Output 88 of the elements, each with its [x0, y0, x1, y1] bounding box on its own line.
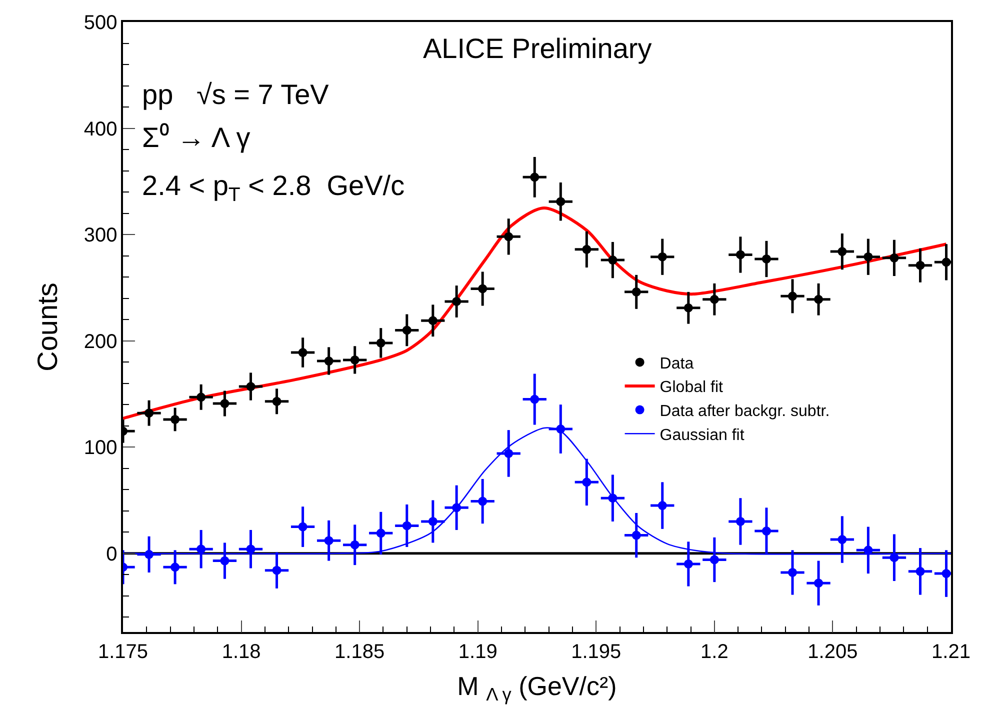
point — [838, 247, 847, 256]
y-tick-label: 500 — [84, 12, 118, 34]
x-tick-label: 1.18 — [222, 640, 261, 663]
point — [196, 392, 206, 402]
point — [428, 316, 438, 326]
x-tick-label: 1.185 — [334, 640, 385, 663]
x-tick-label: 1.175 — [98, 640, 148, 663]
point — [608, 256, 618, 265]
point — [658, 501, 667, 510]
point — [608, 494, 618, 503]
point — [272, 396, 282, 406]
point — [684, 559, 693, 568]
x-tick-label: 1.19 — [458, 640, 498, 663]
y-tick-label: 300 — [84, 224, 118, 247]
point — [530, 394, 540, 404]
point — [324, 356, 334, 366]
x-tick-label: 1.205 — [808, 640, 858, 663]
legend-label: Global fit — [660, 379, 724, 396]
legend-label: Data after backgr. subtr. — [660, 403, 830, 420]
point — [350, 355, 360, 364]
legend-label: Data — [660, 355, 694, 372]
point — [220, 399, 230, 408]
point — [478, 496, 488, 506]
point — [814, 578, 824, 588]
point — [272, 566, 282, 575]
point — [942, 258, 951, 267]
point — [684, 303, 693, 312]
point — [246, 544, 256, 554]
point — [220, 556, 230, 566]
point — [376, 528, 386, 538]
y-axis-title: Counts — [32, 282, 64, 372]
point — [298, 348, 308, 358]
annotation: ALICE Preliminary — [423, 33, 652, 64]
y-tick-label: 200 — [84, 330, 118, 353]
point — [710, 555, 719, 564]
point — [376, 338, 386, 348]
point — [170, 562, 180, 572]
point — [582, 478, 592, 487]
point — [324, 536, 334, 546]
x-tick-label: 1.195 — [571, 640, 622, 663]
point — [298, 522, 308, 532]
point — [402, 521, 412, 530]
point — [170, 414, 180, 424]
annotation: 2.4 < p$_{T}$ < 2.8 GeV/c — [142, 170, 405, 206]
legend-label: Gaussian fit — [660, 426, 745, 444]
line-series — [123, 206, 948, 420]
point — [814, 294, 824, 304]
point — [890, 253, 899, 262]
point — [246, 382, 256, 392]
point — [452, 296, 462, 306]
y-tick-label: 100 — [84, 437, 118, 460]
point — [890, 553, 899, 562]
point — [556, 197, 566, 206]
point — [762, 254, 771, 264]
point — [864, 252, 873, 262]
x-axis-title: M $_{Λ γ}$ (GeV/c²) — [457, 670, 617, 704]
point — [762, 526, 771, 536]
point — [736, 250, 745, 260]
point — [710, 294, 719, 304]
point — [916, 260, 925, 270]
point — [942, 569, 951, 578]
point — [632, 287, 641, 296]
point — [196, 544, 206, 554]
point — [658, 252, 667, 262]
point — [556, 424, 566, 434]
point — [428, 516, 438, 526]
point — [916, 566, 925, 576]
x-tick-label: 1.2 — [700, 640, 728, 663]
point — [350, 540, 360, 550]
point — [144, 408, 154, 418]
x-tick-label: 1.21 — [932, 640, 970, 663]
point — [504, 448, 514, 458]
point — [788, 292, 797, 301]
point — [504, 232, 514, 242]
point — [838, 535, 847, 544]
point — [144, 550, 154, 559]
annotation: pp √s = 7 TeV — [142, 79, 330, 110]
point — [788, 568, 797, 577]
point — [530, 172, 540, 182]
point — [478, 284, 488, 294]
point — [632, 530, 641, 540]
point — [402, 326, 412, 335]
y-tick-label: 0 — [106, 543, 118, 566]
y-tick-label: 400 — [84, 118, 118, 140]
point — [582, 244, 592, 254]
annotation: Σ⁰ → Λ γ — [142, 122, 250, 153]
point — [452, 503, 462, 512]
point — [736, 516, 745, 526]
